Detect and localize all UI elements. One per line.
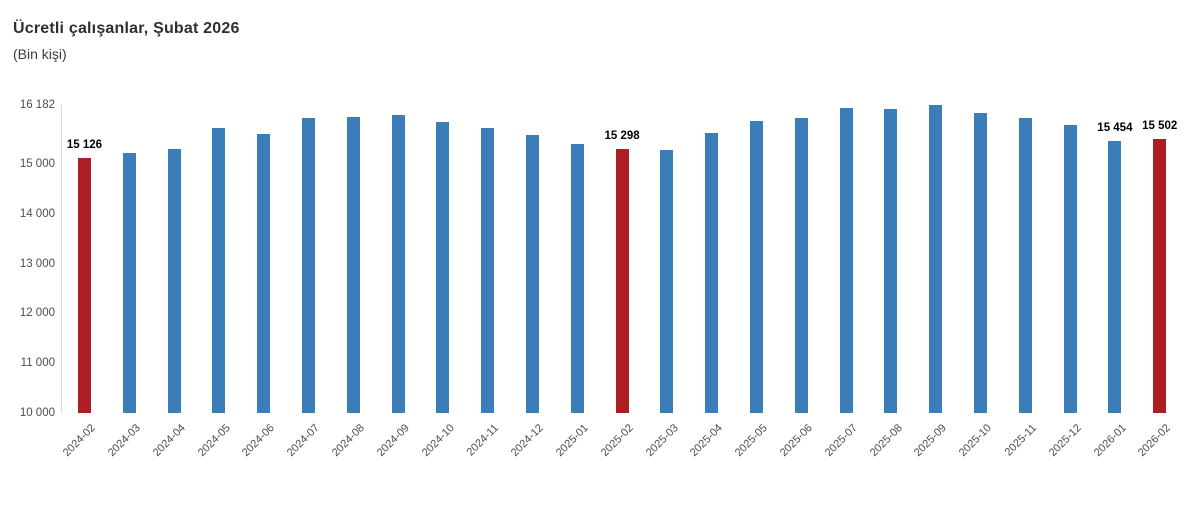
- bar-2025-06[interactable]: [794, 117, 808, 413]
- data-label-2026-02: 15 502: [1142, 119, 1178, 132]
- y-axis-tick-15000: 15 000: [19, 157, 55, 170]
- x-axis-label-2024-12: 2024-12: [508, 422, 546, 460]
- x-axis-label-2024-11: 2024-11: [464, 422, 502, 459]
- bar-2025-11[interactable]: [1018, 118, 1032, 413]
- bar-2025-04[interactable]: [705, 132, 719, 413]
- x-axis-label-2024-10: 2024-10: [419, 422, 457, 460]
- bar-2025-10[interactable]: [974, 113, 987, 413]
- bar-2025-05[interactable]: [750, 121, 763, 413]
- data-label-2026-01: 15 454: [1097, 122, 1133, 135]
- bar-2024-10[interactable]: [436, 121, 450, 413]
- y-axis-tick-12000: 12 000: [19, 307, 55, 320]
- bar-2024-04[interactable]: [167, 149, 181, 413]
- x-axis-label-2024-02: 2024-02: [60, 422, 98, 460]
- y-axis-line: [61, 105, 62, 413]
- x-axis-label-2025-06: 2025-06: [777, 422, 815, 460]
- bar-2024-03[interactable]: [122, 152, 136, 413]
- y-axis-tick-11000: 11 000: [20, 357, 55, 370]
- x-axis-label-2025-04: 2025-04: [688, 422, 726, 460]
- bar-2026-01[interactable]: [1108, 141, 1122, 413]
- bar-2024-09[interactable]: [391, 114, 405, 413]
- bar-2024-02[interactable]: [78, 157, 91, 413]
- chart-title: Ücretli çalışanlar, Şubat 2026: [13, 20, 240, 37]
- y-axis-tick-14000: 14 000: [19, 207, 55, 220]
- x-axis-label-2026-01: 2026-01: [1091, 422, 1129, 460]
- data-label-2024-02: 15 126: [66, 138, 103, 151]
- x-axis-label-2025-05: 2025-05: [732, 422, 770, 460]
- x-axis-label-2024-08: 2024-08: [329, 422, 367, 460]
- bar-2025-02[interactable]: [615, 149, 629, 413]
- x-axis-label-2024-04: 2024-04: [150, 422, 188, 460]
- bar-2024-11[interactable]: [481, 127, 495, 413]
- x-axis-label-2024-06: 2024-06: [240, 422, 278, 460]
- x-axis-label-2025-10: 2025-10: [956, 422, 994, 460]
- bar-2024-07[interactable]: [302, 118, 315, 413]
- bar-2024-12[interactable]: [526, 135, 539, 413]
- bar-2025-08[interactable]: [884, 109, 898, 413]
- y-axis-tick-16182: 16 182: [19, 99, 55, 111]
- bar-2025-03[interactable]: [660, 149, 674, 413]
- x-axis-label-2025-02: 2025-02: [598, 422, 636, 460]
- bar-2025-09[interactable]: [929, 105, 943, 413]
- x-axis-label-2025-01: 2025-01: [553, 422, 591, 460]
- bar-2024-08[interactable]: [346, 117, 360, 413]
- y-axis-tick-13000: 13 000: [19, 257, 55, 270]
- y-axis-tick-10000: 10 000: [19, 407, 55, 419]
- x-axis-label-2026-02: 2026-02: [1136, 422, 1174, 460]
- x-axis-label-2025-03: 2025-03: [643, 422, 681, 460]
- x-axis-label-2025-09: 2025-09: [912, 422, 950, 460]
- x-axis-label-2024-05: 2024-05: [195, 422, 233, 460]
- x-axis-label-2025-07: 2025-07: [822, 422, 860, 460]
- x-axis-label-2025-12: 2025-12: [1046, 422, 1084, 460]
- x-axis-label-2024-03: 2024-03: [105, 422, 143, 460]
- bar-2025-07[interactable]: [839, 108, 853, 413]
- bar-2026-02[interactable]: [1153, 138, 1167, 413]
- chart-subtitle: (Bin kişi): [13, 46, 67, 62]
- bar-2025-01[interactable]: [570, 144, 584, 413]
- x-axis-label-2025-08: 2025-08: [867, 422, 905, 460]
- x-axis-label-2025-11: 2025-11: [1002, 422, 1039, 459]
- data-label-2025-02: 15 298: [604, 130, 640, 143]
- x-axis-label-2024-09: 2024-09: [374, 422, 412, 460]
- bar-2024-05[interactable]: [212, 128, 226, 413]
- bar-2024-06[interactable]: [257, 133, 271, 413]
- x-axis-label-2024-07: 2024-07: [284, 422, 322, 460]
- bar-2025-12[interactable]: [1063, 124, 1077, 413]
